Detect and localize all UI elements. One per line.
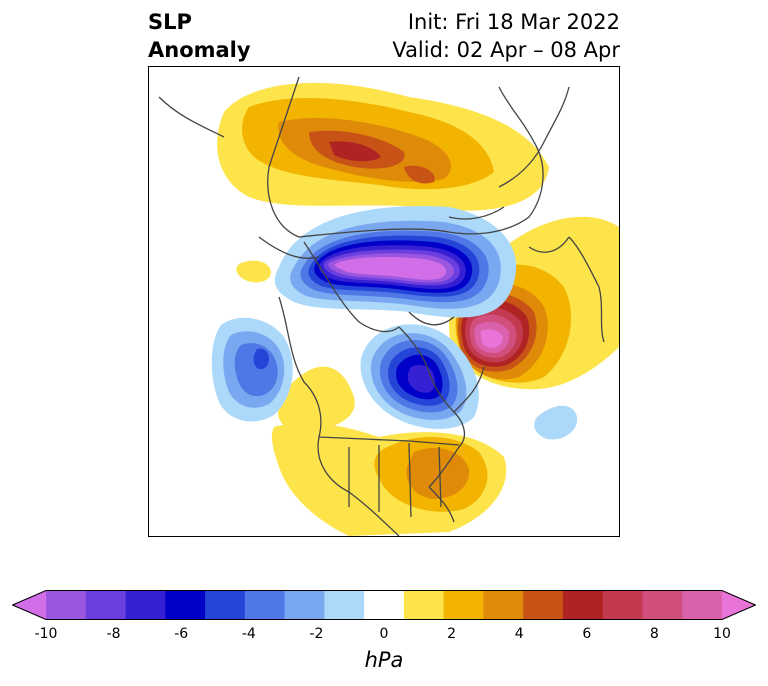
- map-canvas: [158, 76, 619, 536]
- anomaly-arctic-low: [274, 206, 517, 318]
- colorbar-segment: [324, 590, 365, 620]
- colorbar: [12, 590, 756, 620]
- anomaly-small-high: [236, 260, 271, 283]
- colorbar-segment: [602, 590, 643, 620]
- anomaly-map: [148, 66, 620, 537]
- title-subtitle: Anomaly: [148, 38, 251, 62]
- colorbar-tick-label: 0: [379, 626, 389, 642]
- colorbar-segment: [205, 590, 246, 620]
- colorbar-tick-label: 8: [649, 626, 659, 642]
- colorbar-segment: [125, 590, 166, 620]
- colorbar-outline: [12, 590, 756, 620]
- colorbar-segment: [443, 590, 484, 620]
- colorbar-segment: [562, 590, 604, 620]
- colorbar-segment: [403, 590, 445, 620]
- anomaly-central-asia-high: [217, 82, 550, 211]
- anomaly-small-low: [534, 405, 578, 440]
- colorbar-segment: [85, 590, 127, 620]
- colorbar-segment: [284, 590, 325, 620]
- colorbar-tick-label: -2: [309, 626, 324, 642]
- colorbar-tick-label: -8: [106, 626, 121, 642]
- colorbar-segment: [523, 590, 564, 620]
- init-date: Init: Fri 18 Mar 2022: [407, 10, 620, 34]
- valid-dates: Valid: 02 Apr – 08 Apr: [392, 38, 620, 62]
- colorbar-unit-label: hPa: [364, 648, 404, 672]
- colorbar-tick-label: 10: [713, 626, 731, 642]
- colorbar-segment: [244, 590, 286, 620]
- colorbar-segment: [165, 590, 206, 620]
- chart-dates: Init: Fri 18 Mar 2022 Valid: 02 Apr – 08…: [392, 8, 620, 64]
- colorbar-tick-label: -4: [241, 626, 256, 642]
- colorbar-segment: [364, 590, 405, 620]
- anomaly-eastern-us-high: [374, 437, 488, 512]
- colorbar-segment: [682, 590, 723, 620]
- colorbar-extend-max: [722, 590, 756, 620]
- colorbar-tick-label: 4: [514, 626, 524, 642]
- anomaly-pacific-low: [211, 317, 293, 422]
- colorbar-segment: [483, 590, 524, 620]
- colorbar-tick-label: -10: [34, 626, 58, 642]
- colorbar-extend-min: [12, 590, 46, 620]
- coastlines: [158, 76, 605, 536]
- colorbar-tick-label: 6: [582, 626, 592, 642]
- title-variable: SLP: [148, 10, 192, 34]
- colorbar-segment: [46, 590, 87, 620]
- colorbar-ticks: -10 -8 -6 -4 -2 0 2 4 6 8 10: [0, 626, 768, 646]
- colorbar-segment: [642, 590, 683, 620]
- colorbar-tick-label: 2: [447, 626, 457, 642]
- chart-title: SLP Anomaly: [148, 8, 251, 64]
- colorbar-tick-label: -6: [174, 626, 189, 642]
